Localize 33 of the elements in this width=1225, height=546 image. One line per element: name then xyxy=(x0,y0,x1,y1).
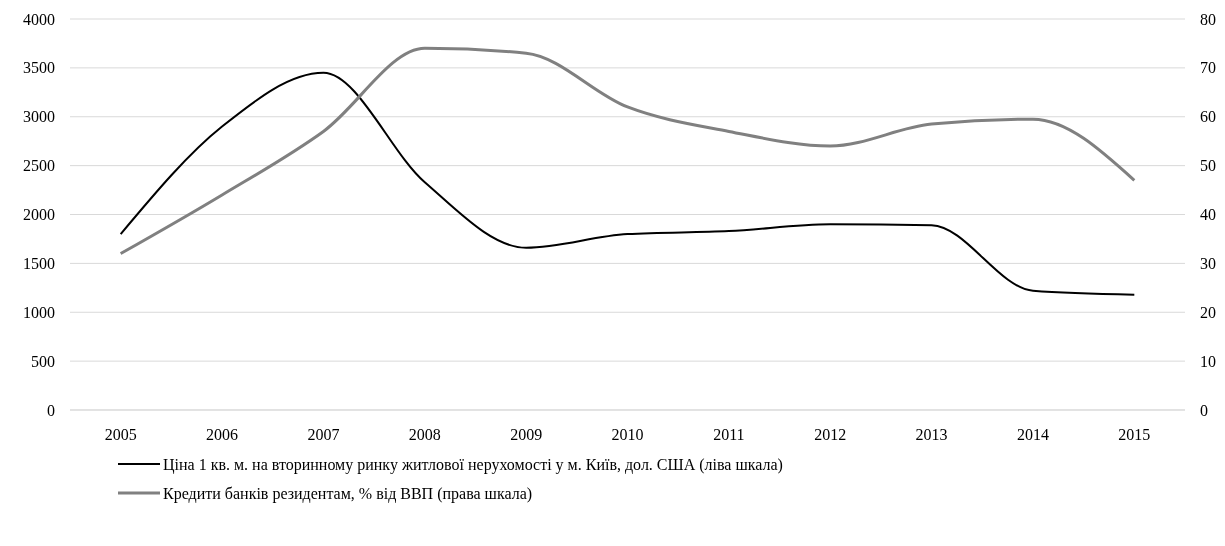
y2-tick-label: 70 xyxy=(1200,59,1216,77)
y2-tick-label: 0 xyxy=(1200,401,1208,419)
y2-tick-label: 30 xyxy=(1200,254,1216,272)
x-tick-label: 2006 xyxy=(206,426,239,443)
x-tick-label: 2008 xyxy=(408,426,441,443)
x-tick-label: 2014 xyxy=(1016,426,1049,443)
x-tick-label: 2009 xyxy=(510,426,543,443)
y2-tick-label: 50 xyxy=(1200,157,1216,175)
line-series xyxy=(119,46,1136,256)
y2-tick-label: 80 xyxy=(1200,10,1216,28)
legend-label: Ціна 1 кв. м. на вторинному ринку житлової нерухомості у м. Київ, дол. США (ліва шкала) xyxy=(163,455,783,474)
x-tick-label: 2011 xyxy=(713,426,745,443)
line-series xyxy=(119,71,1136,296)
y-tick-label: 2500 xyxy=(23,157,55,175)
x-tick-label: 2007 xyxy=(307,426,340,443)
y2-tick-label: 20 xyxy=(1200,303,1216,321)
x-tick-label: 2005 xyxy=(104,426,137,443)
x-tick-label: 2015 xyxy=(1118,426,1151,443)
y2-tick-label: 40 xyxy=(1200,206,1216,224)
y2-tick-label: 60 xyxy=(1200,108,1216,126)
x-tick-label: 2012 xyxy=(814,426,847,443)
legend-label: Кредити банків резидентам, % від ВВП (права шкала) xyxy=(163,484,533,503)
x-tick-label: 2013 xyxy=(915,426,948,443)
y-tick-label: 3500 xyxy=(23,59,55,77)
y-tick-label: 2000 xyxy=(23,206,55,224)
y-tick-label: 4000 xyxy=(23,10,55,28)
y-tick-label: 3000 xyxy=(23,108,55,126)
x-tick-label: 2010 xyxy=(611,426,644,443)
y-tick-label: 0 xyxy=(47,401,55,419)
y-tick-label: 1500 xyxy=(23,254,55,272)
y2-tick-label: 10 xyxy=(1200,352,1216,370)
y-tick-label: 1000 xyxy=(23,303,55,321)
y-tick-label: 500 xyxy=(31,352,55,370)
